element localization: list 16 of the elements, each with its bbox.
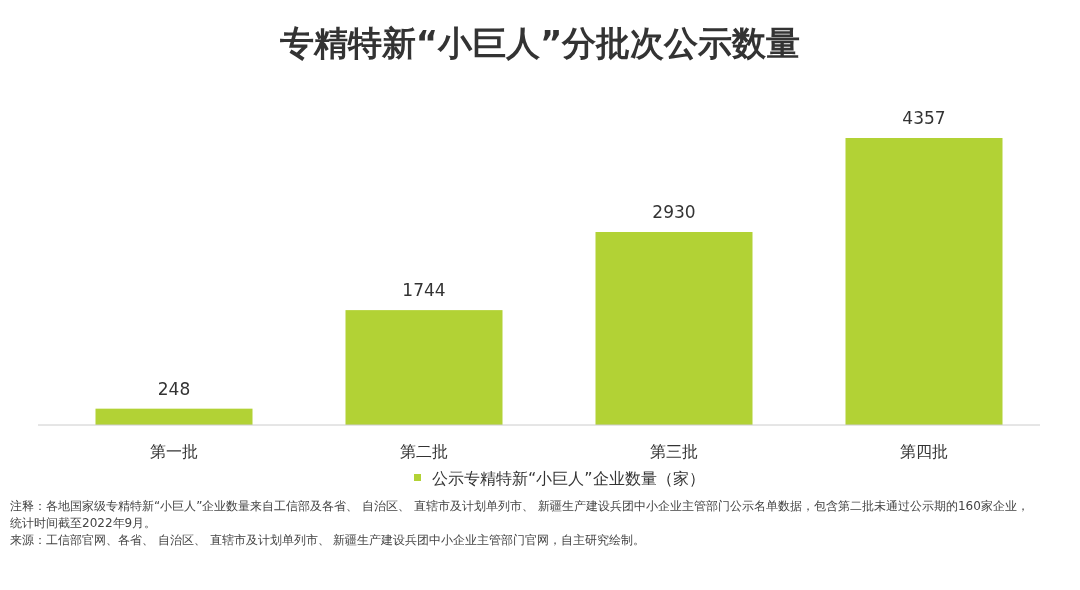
data-label: 4357 (902, 108, 946, 128)
legend-label: 公示专精特新“小巨人”企业数量（家） (432, 469, 705, 488)
x-tick-label: 第一批 (150, 442, 198, 461)
data-label: 1744 (402, 280, 446, 301)
bar (845, 138, 1003, 425)
chart-title: 专精特新“小巨人”分批次公示数量 (278, 23, 801, 63)
text: 注释：各地国家级专精特新“小巨人”企业数量来自工信部及各省、 自治区、 直辖市及计划单列市、 新疆生产建设兵团中小企业主管部门公示名单数据，包含第二批未通过公示期的160家企业，统计时间截至2022年9月。 (10, 499, 1029, 530)
bar (345, 310, 503, 425)
x-tick-label: 第三批 (650, 442, 698, 461)
x-tick-label: 第二批 (400, 442, 448, 461)
data-label: 2930 (652, 202, 696, 222)
bar (595, 232, 753, 425)
bar (95, 408, 253, 425)
data-label: 248 (157, 378, 191, 399)
x-tick-label: 第四批 (900, 442, 948, 461)
source-note: 来源：工信部官网、各省、 自治区、 直辖市及计划单列市、 新疆生产建设兵团中小企业主管部门官网，自主研究绘制。 (10, 533, 646, 547)
